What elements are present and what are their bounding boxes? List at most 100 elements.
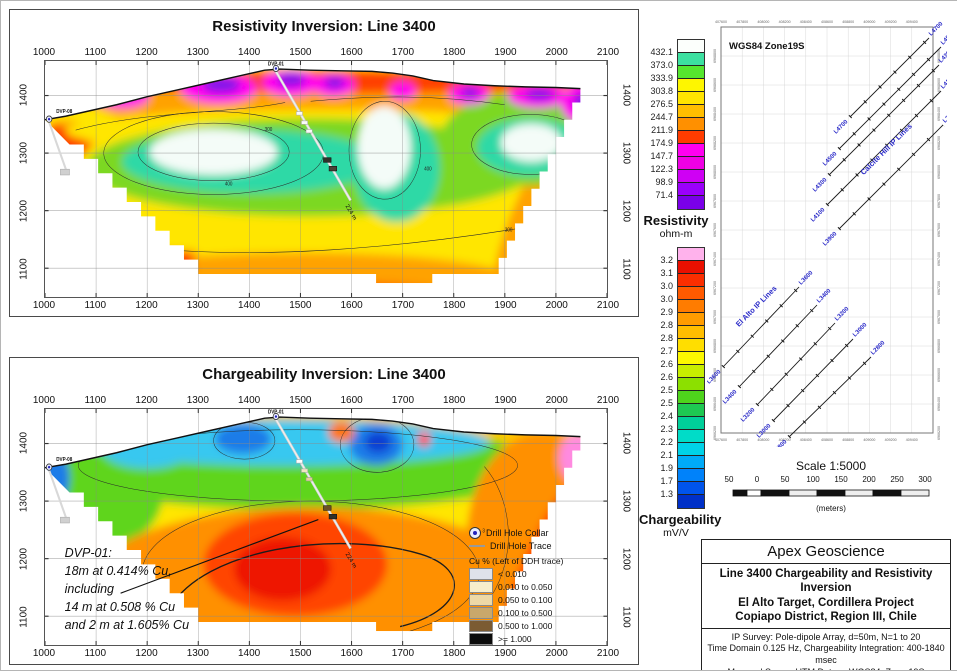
svg-text:300: 300 bbox=[505, 227, 513, 233]
resistivity-scale-units: ohm-m bbox=[639, 228, 713, 240]
legend-trace-label: Drill Hole Trace bbox=[490, 541, 552, 551]
svg-text:408200: 408200 bbox=[779, 20, 791, 24]
svg-text:L3000: L3000 bbox=[852, 322, 869, 339]
svg-text:6966400: 6966400 bbox=[713, 397, 717, 411]
title-block: Apex Geoscience Line 3400 Chargeability … bbox=[701, 539, 951, 671]
dvp08-label: DVP-08 bbox=[56, 457, 72, 463]
location-map-svg: 4076004076004078004078004080004080004082… bbox=[707, 15, 947, 447]
chargeability-title: Chargeability Inversion: Line 3400 bbox=[10, 366, 638, 383]
svg-text:6966200: 6966200 bbox=[713, 426, 717, 440]
drill-legend: Drill Hole Collar Drill Hole Trace Cu % … bbox=[469, 527, 597, 646]
svg-text:6966400: 6966400 bbox=[937, 397, 941, 411]
svg-text:6966800: 6966800 bbox=[713, 339, 717, 353]
calcite-hill-group-label: Calcite Hill IP Lines bbox=[859, 122, 914, 177]
svg-text:408000: 408000 bbox=[757, 20, 769, 24]
svg-text:6967200: 6967200 bbox=[937, 281, 941, 295]
svg-text:400: 400 bbox=[424, 166, 432, 172]
svg-text:L4700: L4700 bbox=[928, 21, 945, 38]
scale-bar-title: Scale 1:5000 bbox=[713, 459, 949, 473]
svg-text:6968000: 6968000 bbox=[937, 165, 941, 179]
legend-collar-row: Drill Hole Collar bbox=[469, 527, 597, 539]
svg-text:L3600: L3600 bbox=[798, 270, 815, 287]
survey-details: IP Survey: Pole-dipole Array, d=50m, N=1… bbox=[702, 629, 950, 671]
svg-text:L4700: L4700 bbox=[833, 119, 850, 136]
svg-text:409400: 409400 bbox=[906, 20, 918, 24]
svg-text:409000: 409000 bbox=[863, 438, 875, 442]
svg-text:407600: 407600 bbox=[715, 20, 727, 24]
svg-text:L3200: L3200 bbox=[740, 407, 757, 424]
svg-text:6968200: 6968200 bbox=[937, 136, 941, 150]
chargeability-scale-title: Chargeability bbox=[639, 512, 713, 527]
resistivity-scale-bar bbox=[677, 39, 705, 210]
el-alto-group-label: El Alto IP Lines bbox=[734, 284, 779, 329]
legend-collar-label: Drill Hole Collar bbox=[486, 528, 549, 538]
resistivity-plot-frame: DVP-08 DVP-01 224 m 300 4 bbox=[44, 60, 608, 298]
svg-text:6968800: 6968800 bbox=[713, 49, 717, 63]
svg-text:6967400: 6967400 bbox=[937, 252, 941, 266]
svg-text:409200: 409200 bbox=[885, 20, 897, 24]
svg-text:407800: 407800 bbox=[736, 438, 748, 442]
map-datum-label: WGS84 Zone19S bbox=[729, 41, 805, 52]
svg-text:409400: 409400 bbox=[906, 438, 918, 442]
svg-text:6967000: 6967000 bbox=[937, 310, 941, 324]
svg-text:L3000: L3000 bbox=[756, 423, 773, 440]
svg-text:6967600: 6967600 bbox=[937, 223, 941, 237]
dvp01-label: DVP-01 bbox=[268, 409, 284, 415]
svg-text:409200: 409200 bbox=[885, 438, 897, 442]
resistivity-section-plot: DVP-08 DVP-01 224 m 300 4 bbox=[45, 61, 607, 297]
svg-text:L4300: L4300 bbox=[812, 177, 829, 194]
svg-text:L4100: L4100 bbox=[940, 74, 947, 91]
svg-text:6967200: 6967200 bbox=[713, 281, 717, 295]
svg-text:408800: 408800 bbox=[842, 438, 854, 442]
svg-text:L3900: L3900 bbox=[942, 108, 947, 125]
svg-text:6968400: 6968400 bbox=[713, 107, 717, 121]
svg-text:408400: 408400 bbox=[800, 20, 812, 24]
svg-text:L2800: L2800 bbox=[870, 340, 887, 357]
dvp01-label: DVP-01 bbox=[268, 61, 284, 67]
svg-text:400: 400 bbox=[225, 181, 233, 187]
svg-text:408600: 408600 bbox=[821, 438, 833, 442]
svg-text:6967000: 6967000 bbox=[713, 310, 717, 324]
svg-text:L4100: L4100 bbox=[810, 207, 827, 224]
svg-text:L3900: L3900 bbox=[822, 231, 839, 248]
legend-trace-row: Drill Hole Trace bbox=[469, 541, 597, 551]
resistivity-title: Resistivity Inversion: Line 3400 bbox=[10, 18, 638, 35]
svg-text:6966200: 6966200 bbox=[937, 426, 941, 440]
svg-text:6966800: 6966800 bbox=[937, 339, 941, 353]
chargeability-scale-units: mV/V bbox=[639, 527, 713, 539]
svg-text:6967600: 6967600 bbox=[713, 223, 717, 237]
svg-text:6968600: 6968600 bbox=[713, 78, 717, 92]
svg-text:L4500: L4500 bbox=[940, 30, 947, 47]
svg-text:6968000: 6968000 bbox=[713, 165, 717, 179]
svg-text:L4500: L4500 bbox=[822, 151, 839, 168]
svg-text:408600: 408600 bbox=[821, 20, 833, 24]
svg-text:408800: 408800 bbox=[842, 20, 854, 24]
svg-text:6967800: 6967800 bbox=[713, 194, 717, 208]
svg-text:6968200: 6968200 bbox=[713, 136, 717, 150]
resistivity-scale-title: Resistivity bbox=[639, 213, 713, 228]
figure-title-lines: Line 3400 Chargeability and Resistivity … bbox=[702, 564, 950, 629]
svg-text:300: 300 bbox=[265, 127, 273, 133]
drill-trace-icon bbox=[469, 545, 485, 547]
svg-text:6968400: 6968400 bbox=[937, 107, 941, 121]
scale-bar-graphic bbox=[717, 488, 945, 498]
svg-text:6967800: 6967800 bbox=[937, 194, 941, 208]
svg-text:L3400: L3400 bbox=[816, 288, 833, 305]
svg-text:409000: 409000 bbox=[863, 20, 875, 24]
